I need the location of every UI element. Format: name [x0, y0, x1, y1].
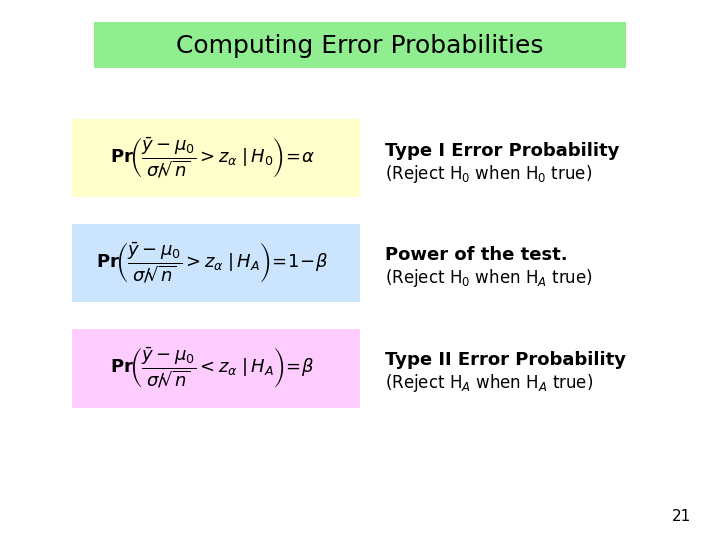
- FancyBboxPatch shape: [72, 224, 360, 302]
- Text: $\mathbf{Pr}\!\left(\dfrac{\bar{y}-\mu_0}{\sigma/\!\sqrt{n}} > z_\alpha\;|\, H_A: $\mathbf{Pr}\!\left(\dfrac{\bar{y}-\mu_0…: [96, 241, 328, 285]
- Text: Type I Error Probability: Type I Error Probability: [385, 142, 620, 160]
- Text: Power of the test.: Power of the test.: [385, 246, 568, 264]
- FancyBboxPatch shape: [94, 22, 626, 68]
- Text: Computing Error Probabilities: Computing Error Probabilities: [176, 34, 544, 58]
- Text: (Reject H$_A$ when H$_A$ true): (Reject H$_A$ when H$_A$ true): [385, 373, 593, 394]
- Text: Type II Error Probability: Type II Error Probability: [385, 351, 626, 369]
- Text: (Reject H$_0$ when H$_0$ true): (Reject H$_0$ when H$_0$ true): [385, 163, 593, 185]
- Text: 21: 21: [672, 509, 691, 524]
- Text: $\mathbf{Pr}\!\left(\dfrac{\bar{y}-\mu_0}{\sigma/\!\sqrt{n}} < z_\alpha\;|\, H_A: $\mathbf{Pr}\!\left(\dfrac{\bar{y}-\mu_0…: [110, 346, 315, 390]
- Text: $\mathbf{Pr}\!\left(\dfrac{\bar{y}-\mu_0}{\sigma/\!\sqrt{n}} > z_\alpha\;|\, H_0: $\mathbf{Pr}\!\left(\dfrac{\bar{y}-\mu_0…: [110, 136, 315, 180]
- FancyBboxPatch shape: [72, 119, 360, 197]
- Text: (Reject H$_0$ when H$_A$ true): (Reject H$_0$ when H$_A$ true): [385, 267, 593, 288]
- FancyBboxPatch shape: [72, 329, 360, 408]
